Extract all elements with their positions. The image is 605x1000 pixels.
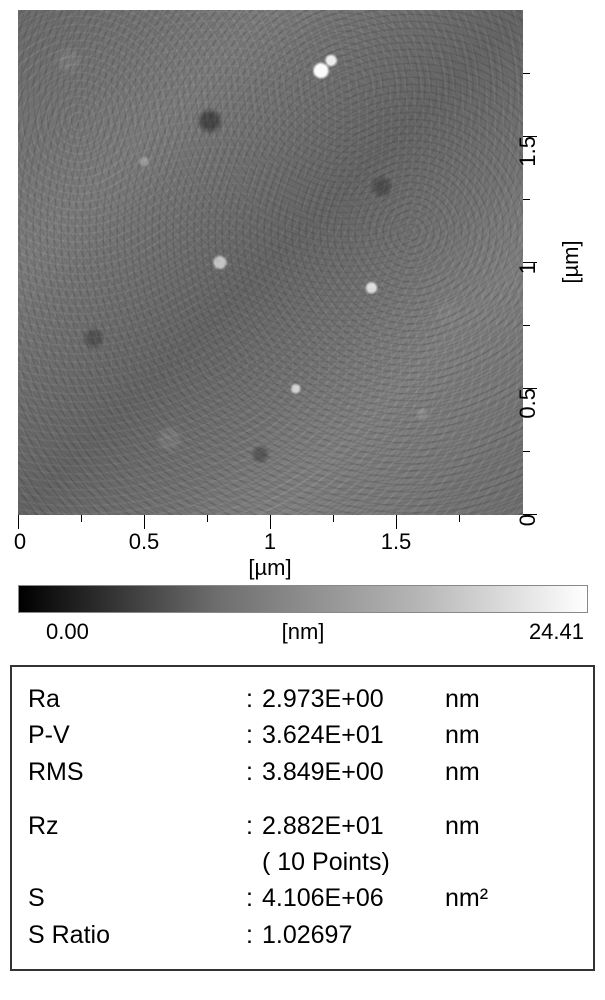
x-tick-label: 1.5 <box>381 529 412 555</box>
x-tick-minor <box>333 515 334 522</box>
stat-value: 4.106E+06 <box>262 880 427 916</box>
stat-unit: nm <box>445 808 480 844</box>
stat-colon: : <box>246 917 262 953</box>
stats-panel: Ra : 2.973E+00 nm P-V : 3.624E+01 nm RMS… <box>10 665 595 971</box>
y-axis: 0 0.5 1 1.5 [µm] <box>523 10 588 515</box>
x-tick-minor <box>207 515 208 522</box>
y-tick-minor <box>523 325 530 326</box>
stat-colon: : <box>246 681 262 717</box>
stat-row: Rz : 2.882E+01 nm <box>28 808 577 844</box>
stat-unit: nm² <box>445 880 488 916</box>
stat-unit: nm <box>445 681 480 717</box>
stat-row: RMS : 3.849E+00 nm <box>28 754 577 790</box>
color-scale-labels: 0.00 [nm] 24.41 <box>18 619 588 651</box>
stat-row: S Ratio : 1.02697 <box>28 917 577 953</box>
x-axis: 0 0.5 1 1.5 [µm] <box>18 515 538 575</box>
y-tick-label: 1 <box>517 262 539 274</box>
stat-colon: : <box>246 808 262 844</box>
stat-unit: nm <box>445 754 480 790</box>
stat-label: S <box>28 880 246 916</box>
y-axis-unit: [µm] <box>558 240 584 283</box>
stat-label: RMS <box>28 754 246 790</box>
figure-root: 0 0.5 1 1.5 [µm] 0 0.5 1 1.5 [µm] 0.00 [… <box>0 0 605 1000</box>
x-tick <box>144 515 145 529</box>
afm-image <box>18 10 523 515</box>
stat-label: S Ratio <box>28 917 246 953</box>
y-tick-label: 1.5 <box>517 136 539 167</box>
stat-value: 2.882E+01 <box>262 808 427 844</box>
x-tick <box>18 515 19 529</box>
stat-colon: : <box>246 717 262 753</box>
stat-value: 2.973E+00 <box>262 681 427 717</box>
stat-colon: : <box>246 754 262 790</box>
y-tick-minor <box>523 199 530 200</box>
stat-row: S : 4.106E+06 nm² <box>28 880 577 916</box>
stat-label: Rz <box>28 808 246 844</box>
stat-value: ( 10 Points) <box>262 844 427 880</box>
color-scale-min: 0.00 <box>46 619 89 645</box>
stat-label: P-V <box>28 717 246 753</box>
stat-unit: nm <box>445 717 480 753</box>
color-scale-unit: [nm] <box>282 619 325 645</box>
color-scale: 0.00 [nm] 24.41 <box>18 585 588 651</box>
x-tick-minor <box>459 515 460 522</box>
x-tick <box>396 515 397 529</box>
stat-label <box>28 844 246 880</box>
stat-value: 3.624E+01 <box>262 717 427 753</box>
afm-texture-grain <box>18 10 523 515</box>
x-tick-label: 1 <box>264 529 276 555</box>
stat-row: P-V : 3.624E+01 nm <box>28 717 577 753</box>
x-tick-minor <box>81 515 82 522</box>
stat-spacer <box>28 790 577 808</box>
stat-colon: : <box>246 880 262 916</box>
stat-colon <box>246 844 262 880</box>
color-scale-max: 24.41 <box>529 619 584 645</box>
y-tick-minor <box>523 73 530 74</box>
x-tick-label: 0 <box>14 529 26 555</box>
x-tick-label: 0.5 <box>129 529 160 555</box>
x-axis-unit: [µm] <box>248 555 291 581</box>
stat-row: Ra : 2.973E+00 nm <box>28 681 577 717</box>
stat-label: Ra <box>28 681 246 717</box>
stat-value: 3.849E+00 <box>262 754 427 790</box>
y-tick-minor <box>523 451 530 452</box>
stat-value: 1.02697 <box>262 917 427 953</box>
color-scale-bar <box>18 585 588 613</box>
x-tick <box>270 515 271 529</box>
y-tick-label: 0.5 <box>517 388 539 419</box>
stat-row-note: ( 10 Points) <box>28 844 577 880</box>
